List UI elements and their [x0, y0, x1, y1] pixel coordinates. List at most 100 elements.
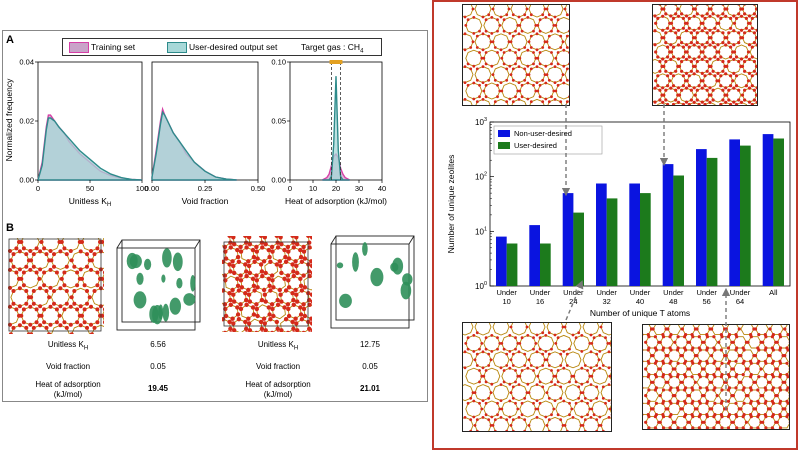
atom-61-3 — [658, 394, 662, 398]
atom-21-3 — [775, 340, 779, 344]
atom-28-1 — [729, 55, 733, 59]
ring-5 — [546, 323, 564, 336]
ring-17 — [718, 336, 733, 349]
atom-53-1 — [737, 98, 741, 102]
ring-27 — [681, 349, 696, 362]
atom-37-6 — [553, 65, 557, 68]
atom-13-4 — [19, 276, 24, 281]
atom-8-5 — [250, 247, 256, 253]
atom-8-0 — [251, 254, 257, 260]
atom-92-3 — [761, 420, 765, 424]
ring-30 — [749, 44, 757, 60]
atom-29-4 — [236, 288, 242, 293]
atom-44-4 — [536, 89, 540, 93]
bar-1-4 — [640, 193, 651, 286]
ring-37 — [659, 362, 674, 376]
atom-13-4 — [518, 342, 522, 345]
atom-6-4 — [563, 7, 567, 11]
atom-53-7 — [559, 100, 563, 104]
hist-ylabel: Normalized frequency — [4, 78, 14, 161]
atom-43-0 — [534, 89, 538, 93]
atom-25-1 — [559, 364, 563, 367]
atom-16-0 — [588, 342, 592, 345]
ring-45 — [734, 73, 749, 89]
atom-40-3 — [656, 84, 660, 88]
atom-17-4 — [662, 36, 666, 40]
atom-27-5 — [703, 45, 707, 49]
atom-47-2 — [589, 399, 593, 402]
atom-27-1 — [595, 364, 599, 367]
atom-29-3 — [231, 292, 236, 297]
atom-55-4 — [756, 94, 757, 97]
atom-23-4 — [509, 358, 513, 362]
atom-22-3 — [565, 46, 569, 49]
atom-29-3 — [556, 62, 560, 66]
atom-1-3 — [231, 236, 236, 240]
ring-53 — [519, 400, 537, 418]
atom-17-5 — [475, 34, 479, 38]
atom-38-5 — [565, 67, 569, 71]
atom-13-3 — [658, 340, 662, 344]
bar-1-5 — [673, 175, 684, 286]
ring-53 — [711, 376, 726, 389]
atom-48-2 — [643, 386, 644, 389]
ring-10 — [501, 16, 519, 34]
atom-38-1 — [752, 69, 756, 73]
atom-1-2 — [481, 15, 485, 19]
atom-17-5 — [102, 270, 104, 275]
atom-13-6 — [739, 14, 744, 18]
bar-1-0 — [506, 243, 518, 286]
atom-26-4 — [307, 273, 312, 279]
atom-40-5 — [656, 74, 660, 78]
atom-46-0 — [291, 326, 296, 331]
atom-93-3 — [775, 420, 779, 424]
atom-39-5 — [298, 305, 303, 310]
atom-13-7 — [34, 270, 39, 275]
atom-62-1 — [505, 429, 509, 431]
atom-77-5 — [719, 401, 723, 405]
atom-10-2 — [508, 32, 512, 35]
atom-3-0 — [525, 7, 529, 11]
ring-18 — [10, 287, 30, 307]
atom-21-1 — [85, 301, 89, 306]
atom-61-7 — [487, 418, 491, 422]
atom-33-7 — [85, 325, 89, 330]
atom-31-3 — [484, 380, 488, 384]
atom-65-0 — [561, 424, 565, 427]
atom-10-3 — [783, 327, 787, 331]
atom-44-2 — [535, 399, 539, 402]
atom-34-1 — [550, 380, 553, 384]
iso-blob-11 — [136, 272, 144, 285]
atom-9-0 — [498, 24, 502, 27]
atom-41-5 — [726, 361, 731, 365]
atom-13-4 — [732, 21, 737, 25]
atom-44-3 — [538, 95, 542, 99]
atom-82-3 — [783, 407, 787, 411]
ring-32 — [754, 349, 770, 362]
atom-18-4 — [283, 259, 289, 264]
atom-20-1 — [721, 41, 725, 45]
bar-ytick-label-2: 102 — [475, 172, 487, 182]
atom-23-0 — [267, 283, 272, 288]
atom-41-7 — [681, 74, 685, 78]
ring-55 — [555, 400, 573, 418]
atom-37-5 — [592, 369, 596, 372]
ring-32 — [501, 367, 519, 385]
atom-55-3 — [739, 380, 743, 384]
atom-33-3 — [294, 292, 299, 297]
atom-93-4 — [778, 415, 783, 419]
atom-21-4 — [778, 335, 783, 339]
atom-52-2 — [508, 415, 512, 419]
atom-3-1 — [705, 12, 709, 16]
atom-15-3 — [687, 340, 692, 344]
atom-12-3 — [538, 29, 542, 33]
atom-48-6 — [653, 86, 657, 90]
atom-42-4 — [685, 79, 689, 83]
ring-46 — [564, 384, 582, 402]
hist-xtick-label-2-4: 40 — [378, 184, 386, 193]
atom-60-1 — [469, 429, 473, 431]
atom-9-2 — [255, 256, 260, 261]
atom-32-4 — [757, 348, 761, 352]
atom-27-6 — [526, 48, 530, 52]
atom-66-4 — [563, 424, 567, 427]
